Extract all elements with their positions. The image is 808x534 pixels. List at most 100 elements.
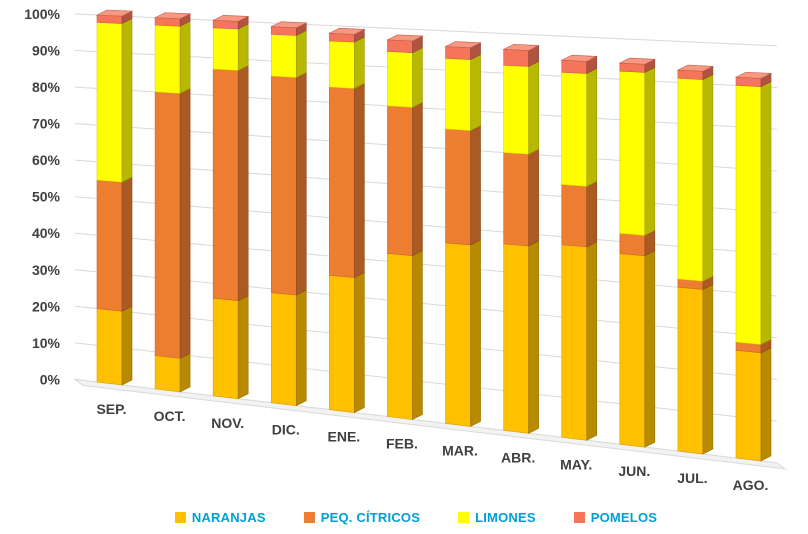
gridline xyxy=(74,86,778,130)
bar-segment-pomelos xyxy=(329,28,365,43)
bar-segment-peq-c-tricos xyxy=(387,101,423,257)
bar-side-face xyxy=(121,305,133,386)
x-tick-label: ENE. xyxy=(328,429,361,445)
legend-swatch-naranjas xyxy=(174,511,186,523)
bar-segment-naranjas xyxy=(96,305,133,386)
bar-side-face xyxy=(179,20,191,94)
legend-item-limones: LIMONES xyxy=(458,510,536,525)
bar-front-face xyxy=(387,39,413,54)
gridline xyxy=(74,50,778,89)
bar-front-face xyxy=(735,76,762,88)
bar-front-face xyxy=(96,22,123,183)
bar-side-face xyxy=(644,250,656,448)
bars: SEP. OCT. NOV. DIC. ENE. FEB. MAR. ABR. MAY. JUN.… xyxy=(95,9,773,493)
bar-front-face xyxy=(212,19,239,30)
bar-top-cap xyxy=(676,64,715,72)
chart-floor xyxy=(73,378,787,470)
bar-segment-limones xyxy=(445,54,481,132)
bar-column: DIC. xyxy=(270,21,308,438)
bar-front-face xyxy=(154,355,181,393)
bar-column: MAY. xyxy=(560,54,598,472)
bar-top-cap xyxy=(444,41,482,49)
bar-side-face xyxy=(760,347,772,462)
bar-column: NOV. xyxy=(211,14,250,431)
bar-front-face xyxy=(96,14,123,24)
bar-side-face xyxy=(412,250,423,421)
bar-front-face xyxy=(387,51,413,108)
bar-front-face xyxy=(503,152,529,247)
bar-segment-peq-c-tricos xyxy=(154,87,191,359)
legend-item-pomelos: POMELOS xyxy=(573,510,657,525)
bar-front-face xyxy=(329,274,355,413)
bar-front-face xyxy=(619,233,646,257)
bar-side-face xyxy=(179,87,191,359)
bar-front-face xyxy=(561,184,588,248)
bar-top-cap xyxy=(734,71,773,79)
bar-side-face xyxy=(586,241,598,441)
bar-segment-peq-c-tricos xyxy=(445,125,481,246)
bar-side-face xyxy=(121,176,133,312)
bar-segment-limones xyxy=(96,18,133,183)
bar-side-face xyxy=(354,36,365,89)
bar-front-face xyxy=(212,27,239,71)
bar-front-face xyxy=(329,32,355,43)
bar-side-face xyxy=(412,47,423,108)
y-axis-ticks: 0% 10% 20% 30% 40% 50% 60% 70% 80% 90% 100% xyxy=(24,6,60,387)
bar-side-face xyxy=(470,54,481,132)
bar-side-face xyxy=(121,18,133,183)
bar-segment-limones xyxy=(677,74,714,282)
bar-segment-peq-c-tricos xyxy=(212,64,249,302)
bar-side-face xyxy=(528,61,539,155)
bar-front-face xyxy=(619,62,646,73)
x-tick-label: FEB. xyxy=(386,436,418,452)
bar-top-cap xyxy=(212,14,250,22)
bar-side-face xyxy=(237,295,249,400)
bar-front-face xyxy=(445,57,471,131)
x-tick-label: SEP. xyxy=(96,401,126,417)
bar-segment-peq-c-tricos xyxy=(96,176,133,312)
bar-front-face xyxy=(445,46,471,60)
bar-front-face xyxy=(154,91,181,359)
gridlines xyxy=(73,13,787,470)
y-tick-label: 50% xyxy=(32,189,61,205)
x-tick-label: DIC. xyxy=(272,422,300,438)
bar-front-face xyxy=(212,297,239,400)
bar-top-cap xyxy=(328,27,366,35)
x-tick-label: AGO. xyxy=(733,477,769,493)
bar-front-face xyxy=(270,33,297,78)
bar-front-face xyxy=(677,286,704,455)
bar-front-face xyxy=(677,69,704,80)
legend-label-naranjas: NARANJAS xyxy=(191,509,266,525)
x-tick-label: ABR. xyxy=(501,449,535,465)
bar-front-face xyxy=(387,253,413,420)
chart-legend: NARANJAS PEQ. CÍTRICOS LIMONES POMELOS xyxy=(0,506,808,528)
bar-front-face xyxy=(561,71,588,187)
bar-front-face xyxy=(503,49,529,67)
bar-front-face xyxy=(561,59,588,74)
gridline xyxy=(74,196,778,255)
bar-front-face xyxy=(445,242,471,427)
bar-segment-naranjas xyxy=(619,250,656,448)
bar-column: JUN. xyxy=(618,57,656,479)
y-tick-label: 90% xyxy=(32,43,61,59)
y-tick-label: 80% xyxy=(32,79,61,95)
bar-side-face xyxy=(644,66,656,236)
gridline xyxy=(74,342,778,422)
bar-side-face xyxy=(179,352,191,393)
bar-side-face xyxy=(586,68,598,187)
bar-segment-limones xyxy=(212,23,249,71)
legend-item-naranjas: NARANJAS xyxy=(174,509,266,525)
bar-side-face xyxy=(295,30,307,78)
bar-segment-pomelos xyxy=(735,72,772,88)
y-tick-label: 30% xyxy=(32,262,61,278)
chart-canvas: 0% 10% 20% 30% 40% 50% 60% 70% 80% 90% 100% SEP. OCT… xyxy=(24,6,787,493)
bar-front-face xyxy=(503,243,529,434)
bar-side-face xyxy=(470,239,481,427)
bar-segment-limones xyxy=(561,68,598,187)
bar-side-face xyxy=(237,23,249,71)
bar-side-face xyxy=(237,64,249,302)
bar-segment-naranjas xyxy=(445,239,481,427)
bar-front-face xyxy=(735,85,762,345)
bar-segment-naranjas xyxy=(154,352,191,393)
bar-segment-pomelos xyxy=(561,55,598,74)
